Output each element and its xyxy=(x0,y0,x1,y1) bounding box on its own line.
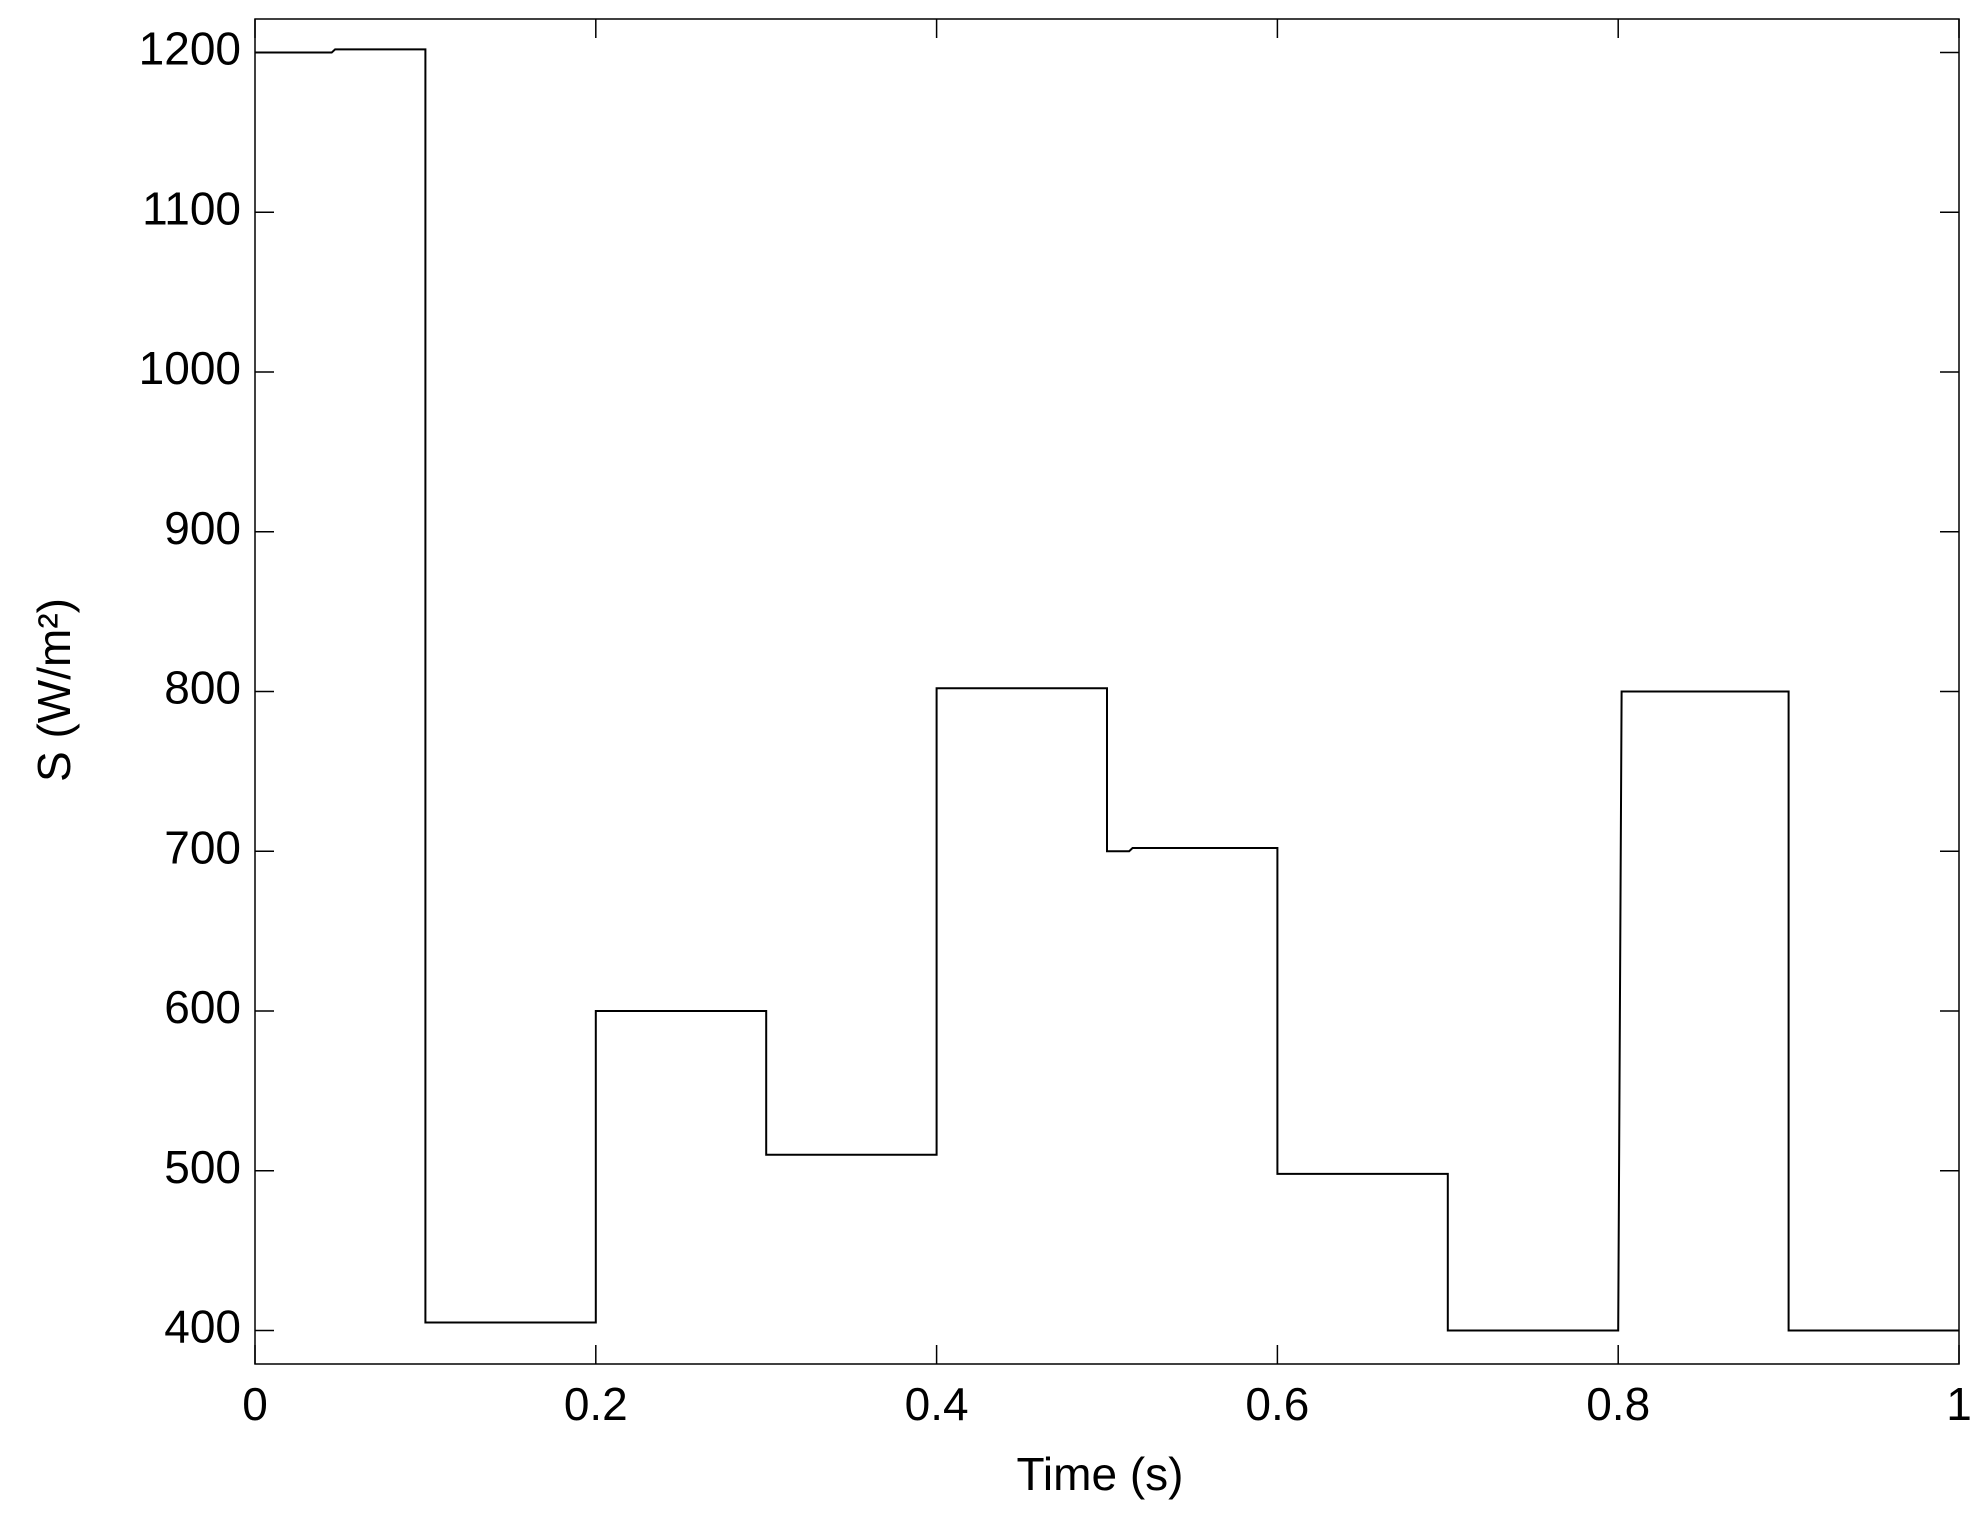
y-tick-label: 1200 xyxy=(139,23,241,75)
y-axis-label: S (W/m²) xyxy=(28,598,80,782)
y-tick-label: 1000 xyxy=(139,342,241,394)
data-line xyxy=(255,48,1959,1332)
x-tick-label: 1 xyxy=(1946,1378,1972,1430)
y-tick-label: 500 xyxy=(164,1141,241,1193)
x-axis-label: Time (s) xyxy=(1017,1448,1184,1500)
y-tick-label: 800 xyxy=(164,662,241,714)
x-tick-label: 0.4 xyxy=(905,1378,969,1430)
x-tick-label: 0.6 xyxy=(1245,1378,1309,1430)
x-tick-label: 0 xyxy=(242,1378,268,1430)
y-tick-label: 900 xyxy=(164,502,241,554)
y-tick-label: 1100 xyxy=(142,182,241,234)
y-tick-label: 600 xyxy=(164,981,241,1033)
x-tick-label: 0.8 xyxy=(1586,1378,1650,1430)
x-tick-label: 0.2 xyxy=(564,1378,628,1430)
y-tick-label: 400 xyxy=(164,1301,241,1353)
y-tick-label: 700 xyxy=(164,821,241,873)
